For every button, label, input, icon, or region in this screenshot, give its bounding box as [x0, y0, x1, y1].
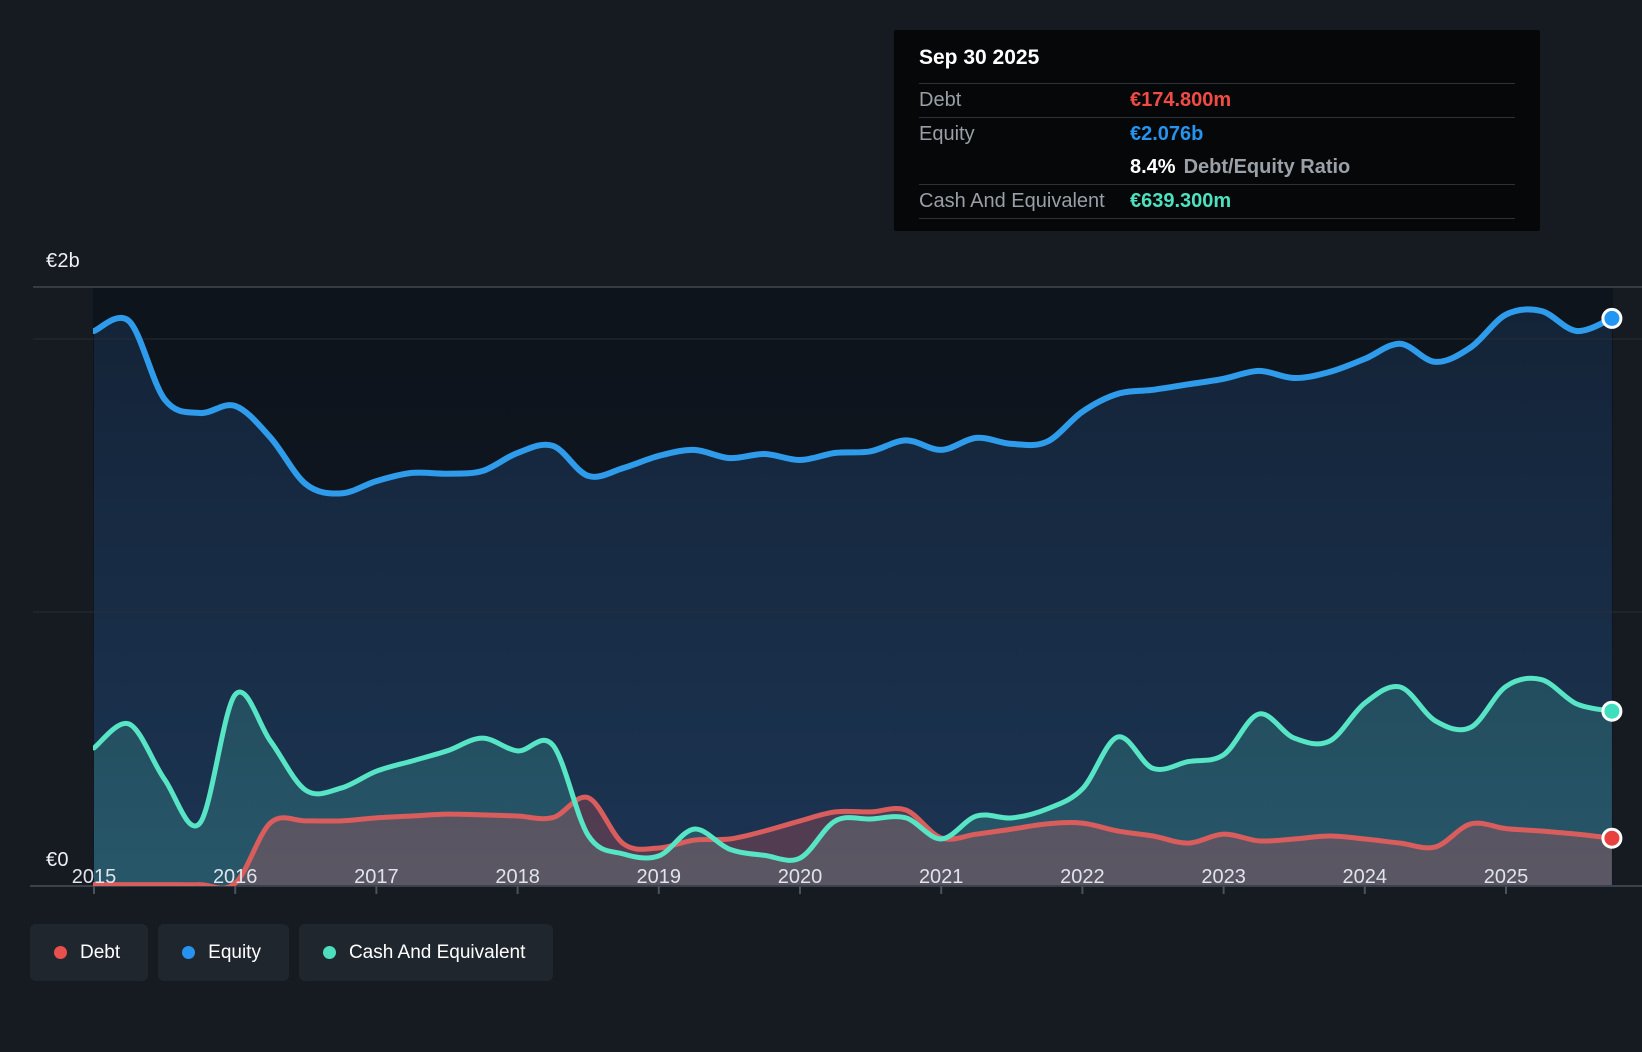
x-axis-label-2019: 2019: [636, 866, 682, 888]
y-axis-label-0: €0: [46, 849, 69, 871]
x-axis-label-2022: 2022: [1060, 866, 1105, 888]
tooltip-cash-value: €639.300m: [1130, 190, 1232, 212]
x-axis-label-2024: 2024: [1342, 866, 1388, 888]
debt-endpoint-marker[interactable]: [1601, 827, 1623, 849]
tooltip-ratio-row: 8.4% Debt/Equity Ratio: [919, 151, 1515, 184]
tooltip-equity-label: Equity: [919, 123, 975, 145]
x-axis-label-2025: 2025: [1483, 866, 1529, 888]
equity-endpoint-marker[interactable]: [1601, 307, 1623, 329]
tooltip-equity-value: €2.076b: [1130, 123, 1204, 145]
y-axis-label-2b: €2b: [46, 250, 80, 272]
tooltip-ratio-value: 8.4%: [1130, 156, 1176, 178]
tooltip-bottom-divider: [919, 218, 1515, 225]
tooltip-cash-row: Cash And Equivalent €639.300m: [919, 184, 1515, 218]
debt-legend-dot-icon: [54, 946, 67, 959]
equity-line: [93, 306, 1613, 497]
legend-equity-label: Equity: [208, 941, 261, 963]
x-axis-label-2021: 2021: [918, 866, 964, 888]
legend-item-equity[interactable]: Equity: [158, 924, 289, 981]
tooltip-date: Sep 30 2025: [919, 46, 1040, 69]
tooltip-ratio-label: Debt/Equity Ratio: [1183, 156, 1351, 178]
x-axis-label-2023: 2023: [1201, 866, 1246, 888]
tooltip-equity-row: Equity €2.076b: [919, 117, 1515, 151]
tooltip-debt-value: €174.800m: [1130, 89, 1232, 111]
x-axis-label-2017: 2017: [354, 866, 399, 888]
tooltip-debt-label: Debt: [919, 89, 962, 111]
equity-legend-dot-icon: [182, 946, 196, 959]
tooltip-cash-label: Cash And Equivalent: [919, 190, 1105, 212]
cash-legend-dot-icon: [322, 946, 336, 959]
tooltip-debt-row: Debt €174.800m: [919, 83, 1515, 117]
legend-cash-label: Cash And Equivalent: [348, 941, 526, 963]
legend-item-cash[interactable]: Cash And Equivalent: [298, 924, 554, 981]
x-axis-label-2015: 2015: [71, 866, 117, 888]
cash-and-equivalent-line: [93, 675, 1613, 863]
x-axis-label-2020: 2020: [777, 866, 823, 888]
debt-line: [93, 794, 1613, 886]
debt-area: [94, 797, 1612, 886]
x-axis-label-2018: 2018: [495, 866, 540, 888]
chart-legend: Debt Equity Cash And Equivalent: [30, 924, 554, 981]
cash-and-equivalent-endpoint-marker[interactable]: [1601, 700, 1623, 722]
x-axis-label-2016: 2016: [212, 866, 258, 888]
legend-debt-label: Debt: [80, 941, 121, 963]
legend-item-debt[interactable]: Debt: [30, 924, 149, 981]
chart-tooltip: Sep 30 2025 Debt €174.800m Equity €2.076…: [894, 30, 1540, 231]
